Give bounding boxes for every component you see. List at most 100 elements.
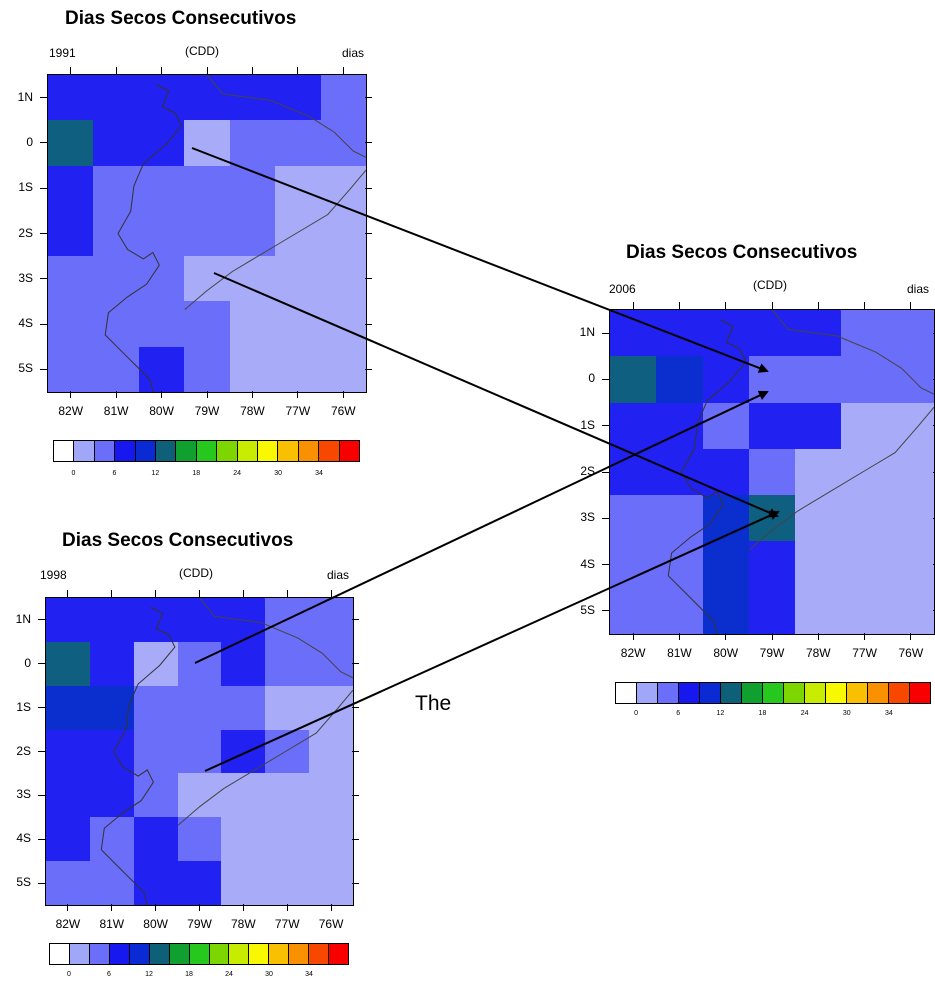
y-tick [40,233,47,234]
x-tick [111,590,113,597]
x-tick [286,904,288,911]
grid-cell [184,346,231,392]
legend-label: 0 [67,971,71,978]
legend-label: 18 [758,710,767,717]
y-tick [38,882,45,884]
panel-variable: (CDD) [185,44,219,58]
legend-swatch [94,441,116,461]
grid-cell [309,861,353,905]
lon-label: 82W [55,917,81,931]
x-tick [286,590,288,597]
x-tick [155,590,157,597]
x-tick [864,633,866,640]
grid-cell [610,356,657,404]
legend-label: 34 [884,710,893,717]
grid-cell [795,587,842,634]
grid-cell [48,120,94,167]
y-tick [40,323,47,325]
panel-units: dias [342,46,365,60]
lon-label: 77W [285,404,311,418]
legend-swatch [298,441,320,461]
legend-swatch [847,683,868,703]
grid-cell [48,165,94,212]
legend-swatch [209,944,230,964]
grid-cell [48,301,94,348]
legend-label: 12 [151,470,160,477]
lat-label: 1S [18,180,33,195]
legend-swatch [868,683,889,703]
annotation-text: The [415,692,452,715]
legend-swatch [339,441,360,461]
grid-cell [46,861,91,905]
legend-labels: 0 6 12 18 24 30 34 [615,710,931,720]
lon-label: 81W [103,404,129,418]
x-tick [67,904,69,911]
y-tick [933,610,935,612]
grid-cell [275,346,322,392]
lat-label: 5S [16,875,31,890]
panel-title: Dias Secos Consecutivos [626,242,858,263]
x-tick [206,391,208,398]
panel-variable: (CDD) [753,278,787,292]
y-tick [602,564,609,566]
legend-swatch [805,683,826,703]
panel-year: 2006 [609,282,636,296]
legend-label: 6 [112,470,117,477]
y-tick [602,610,609,612]
y-tick [602,471,609,473]
legend-swatch [89,944,110,964]
legend-labels: 0 6 12 18 24 30 34 [53,470,360,480]
legend-swatch [700,683,721,703]
grid-cell [610,587,657,634]
x-tick [251,391,253,398]
y-tick [602,425,609,427]
y-tick [933,471,935,473]
grid-cell [229,346,276,392]
legend-swatch [319,441,340,461]
x-tick [330,590,332,597]
lat-label: 2S [16,743,31,758]
legend-swatch [616,683,637,703]
x-tick [342,391,344,398]
legend-label: 12 [145,971,153,978]
x-tick [330,904,332,911]
lon-label: 80W [149,404,174,418]
x-tick [910,633,912,640]
lon-label: 79W [759,646,785,660]
grid-cell [265,861,310,905]
lon-label: 78W [240,404,265,418]
legend-labels: 0 6 12 18 24 30 34 [49,971,349,981]
grid-cell [610,541,657,589]
y-tick [365,278,372,280]
legend-swatch [679,683,700,703]
legend-swatch [826,683,847,703]
legend-label: 6 [676,710,681,717]
lat-label: 4S [18,316,33,331]
legend-label: 24 [225,971,233,978]
x-tick [206,67,208,74]
lon-label: 79W [194,404,220,418]
grid-cell [48,256,94,302]
grid-cell [610,495,657,542]
legend-swatch [910,683,930,703]
lon-label: 77W [274,917,300,931]
lat-label: 1N [15,611,31,626]
grid-cell [177,861,222,905]
legend-swatch [329,944,349,964]
legend-label: 0 [634,710,639,717]
y-tick [38,794,45,796]
y-tick [38,707,45,709]
legend-swatch [658,683,679,703]
y-tick [352,619,359,621]
map-panel-1998: Dias Secos Consecutivos 1998 (CDD) dias … [0,525,400,995]
y-tick [365,187,372,189]
y-tick [933,425,935,427]
arrow-1998-3s-to-2006 [204,510,780,772]
legend-swatch [278,441,299,461]
legend-swatch [196,441,218,461]
lon-label: 81W [99,917,125,931]
x-tick [910,302,912,309]
grid-cell [46,598,91,643]
grid-cell [610,448,657,496]
